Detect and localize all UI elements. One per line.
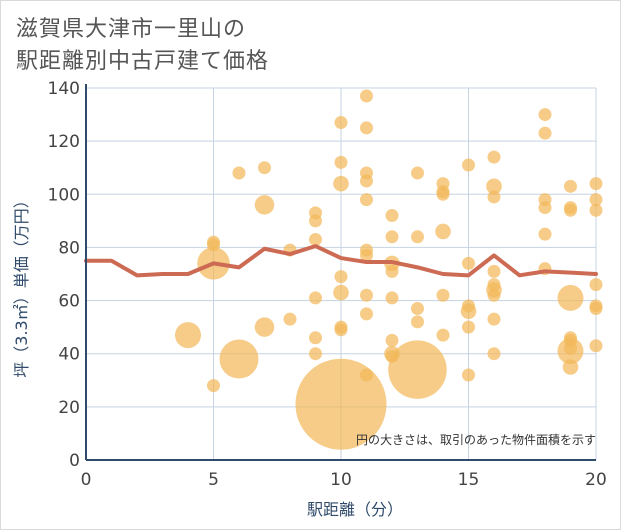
bubble xyxy=(462,256,475,270)
bubble xyxy=(564,203,577,217)
bubble xyxy=(334,155,348,169)
bubble xyxy=(283,312,297,326)
bubble xyxy=(360,121,373,135)
bubble xyxy=(487,347,501,361)
bubble xyxy=(219,339,259,379)
bubble xyxy=(538,227,552,241)
bubble xyxy=(589,339,603,353)
average-line-layer xyxy=(84,244,598,278)
bubble xyxy=(436,328,450,342)
bubble xyxy=(460,303,477,320)
bubble xyxy=(385,230,399,244)
bubble xyxy=(334,323,348,337)
bubble xyxy=(487,288,501,302)
bubble xyxy=(309,291,322,305)
y-axis-label: 坪（3.3㎡）単価（万円） xyxy=(12,192,31,377)
y-tick-label: 100 xyxy=(48,185,80,205)
x-tick-label: 20 xyxy=(585,470,607,490)
bubble xyxy=(360,174,373,188)
x-tick-label: 10 xyxy=(330,470,352,490)
x-tick-label: 5 xyxy=(208,470,219,490)
bubble xyxy=(309,347,322,361)
chart-title-line2: 駅距離別中古戸建て価格 xyxy=(16,49,270,74)
bubble xyxy=(334,270,348,284)
bubble xyxy=(309,331,322,345)
bubble xyxy=(538,201,552,215)
bubble xyxy=(557,284,584,311)
x-tick-label: 0 xyxy=(81,470,92,490)
bubble xyxy=(562,359,579,375)
bubble xyxy=(175,322,201,349)
chart-title-line1: 滋賀県大津市一里山の xyxy=(16,17,247,42)
y-tick-label: 120 xyxy=(48,132,80,152)
bubble xyxy=(309,232,322,246)
bubble xyxy=(295,358,387,450)
bubble xyxy=(435,223,451,240)
grid xyxy=(86,87,597,460)
bubble xyxy=(462,320,475,334)
bubble xyxy=(487,264,501,278)
bubble xyxy=(411,302,424,316)
chart-title: 滋賀県大津市一里山の 駅距離別中古戸建て価格 xyxy=(16,14,269,78)
bubble xyxy=(538,108,552,122)
bubble xyxy=(360,193,373,207)
bubble xyxy=(360,248,373,262)
y-tick-label: 80 xyxy=(58,238,80,258)
bubble xyxy=(436,187,450,201)
bubble xyxy=(388,340,447,399)
average-price-line xyxy=(84,244,598,278)
bubble xyxy=(360,368,373,382)
bubble xyxy=(487,190,501,204)
bubble xyxy=(232,166,246,180)
size-note: 円の大きさは、取引のあった物件面積を示す xyxy=(356,432,596,447)
bubble xyxy=(360,307,373,321)
bubble xyxy=(589,302,603,316)
y-tick-label: 20 xyxy=(58,398,80,418)
bubble xyxy=(207,238,220,252)
y-tick-label: 0 xyxy=(69,451,80,471)
bubble xyxy=(411,315,424,329)
bubble xyxy=(486,178,502,195)
bubble xyxy=(385,264,399,278)
bubble xyxy=(538,126,552,140)
bubble xyxy=(462,368,475,382)
bubble xyxy=(385,209,399,223)
bubble xyxy=(258,161,271,175)
bubble xyxy=(557,338,584,365)
bubble xyxy=(385,291,399,305)
bubble xyxy=(589,203,603,217)
bubble xyxy=(254,317,275,337)
bubble xyxy=(487,150,501,164)
bubble xyxy=(436,288,450,302)
bubble xyxy=(333,175,349,192)
x-axis-label: 駅距離（分） xyxy=(307,500,403,519)
bubble xyxy=(333,284,349,301)
y-tick-label: 140 xyxy=(48,79,80,99)
bubble xyxy=(487,312,501,326)
bubble xyxy=(360,89,373,103)
x-tick-label: 15 xyxy=(458,470,480,490)
bubble xyxy=(564,179,577,193)
axes: 0 20 40 60 80 100 120 140 0 5 10 15 20 xyxy=(48,79,607,490)
bubble xyxy=(360,288,373,302)
bubble xyxy=(254,195,275,215)
y-tick-label: 40 xyxy=(58,345,80,365)
y-tick-label: 60 xyxy=(58,292,80,312)
bubble xyxy=(589,177,603,191)
bubble xyxy=(411,166,424,180)
bubble-layer xyxy=(175,89,603,450)
bubble xyxy=(589,278,603,292)
bubble xyxy=(334,116,348,130)
bubble xyxy=(385,333,399,347)
bubble xyxy=(309,214,322,228)
bubble xyxy=(462,158,475,172)
bubble xyxy=(207,379,220,393)
bubble xyxy=(589,193,603,207)
bubble xyxy=(411,230,424,244)
